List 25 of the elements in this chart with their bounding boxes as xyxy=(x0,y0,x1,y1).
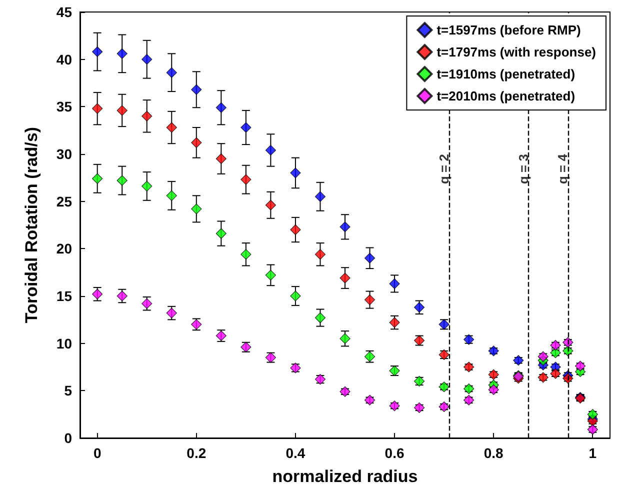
y-tick-label: 35 xyxy=(56,98,72,115)
x-axis-title: normalized radius xyxy=(272,467,418,486)
legend-label: t=1797ms (with response) xyxy=(436,44,596,60)
y-tick-label: 5 xyxy=(64,382,72,399)
y-tick-label: 25 xyxy=(56,193,72,210)
x-tick-label: 0.2 xyxy=(186,445,206,461)
annotation: q = 3 xyxy=(516,154,531,184)
y-tick-label: 30 xyxy=(56,146,72,162)
x-tick-label: 1 xyxy=(588,445,597,461)
y-tick-label: 10 xyxy=(56,335,72,352)
x-tick-label: 0 xyxy=(93,445,102,461)
y-tick-label: 45 xyxy=(56,4,72,20)
x-tick-label: 0.6 xyxy=(384,445,404,461)
y-tick-label: 20 xyxy=(56,240,72,257)
y-tick-label: 40 xyxy=(56,51,72,68)
x-tick-label: 0.4 xyxy=(286,445,306,461)
y-tick-label: 15 xyxy=(56,288,72,304)
annotation: q = 2 xyxy=(436,154,452,184)
annotation: q = 4 xyxy=(554,153,570,184)
legend-label: t=1597ms (before RMP) xyxy=(436,22,581,38)
legend-label: t=2010ms (penetrated) xyxy=(436,88,576,104)
y-axis-title: Toroidal Rotation (rad/s) xyxy=(22,126,41,324)
x-tick-label: 0.8 xyxy=(484,445,504,461)
legend-label: t=1910ms (penetrated) xyxy=(436,66,576,82)
y-tick-label: 0 xyxy=(64,430,72,446)
